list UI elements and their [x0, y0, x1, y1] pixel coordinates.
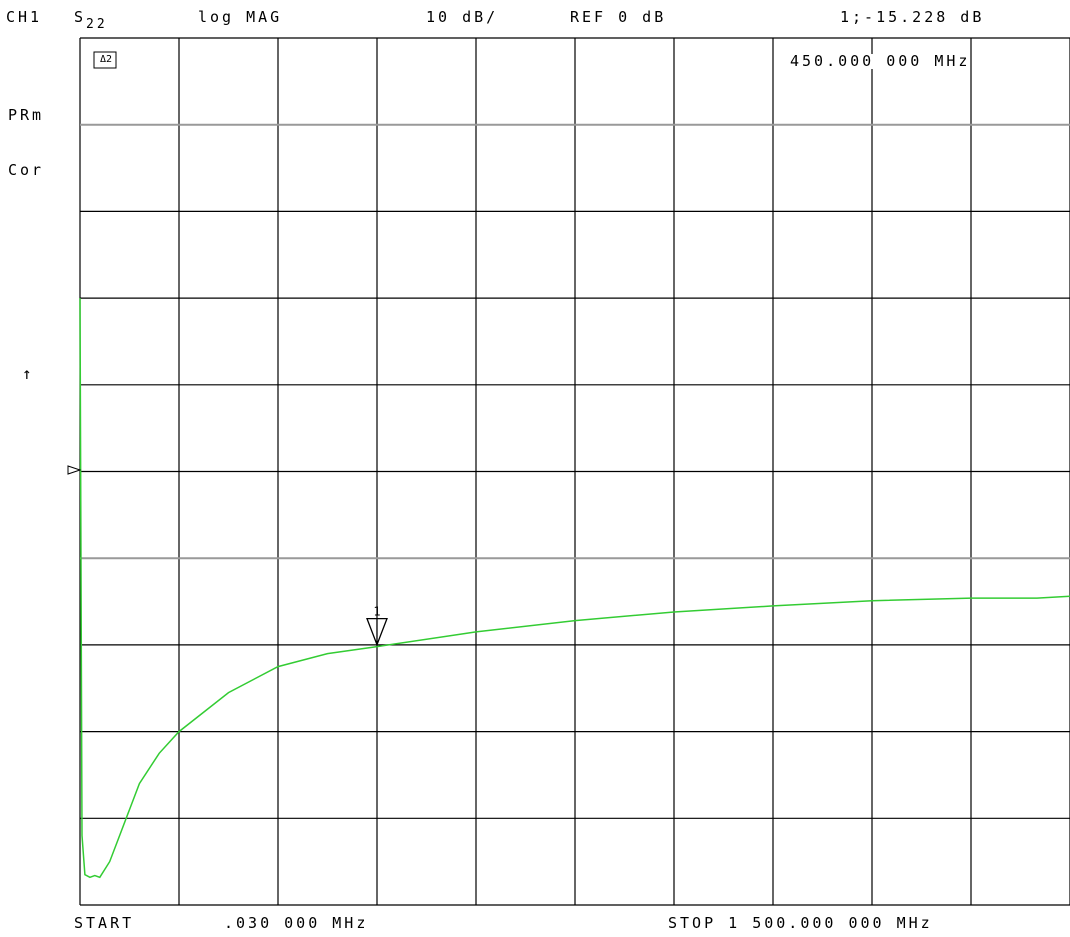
marker-readout: 1;-15.228 dB	[840, 8, 985, 26]
trace-line	[79, 298, 1070, 879]
chart-grid	[79, 37, 1070, 906]
format-label: log MAG	[198, 8, 283, 26]
start-label: START	[74, 914, 135, 932]
marker-label: 1	[373, 605, 380, 619]
scale-label: 10 dB/	[426, 8, 499, 26]
marker-frequency: 450.000 000 MHz	[790, 52, 971, 70]
annotation-prm: PRm	[8, 106, 45, 124]
status-box-icon	[93, 51, 117, 69]
start-value: .030 000 MHz	[224, 914, 369, 932]
parameter-label: S22	[74, 8, 108, 32]
reference-position-marker	[67, 465, 82, 475]
status-box-label: Δ2	[100, 54, 113, 65]
reference-label: REF 0 dB	[570, 8, 667, 26]
stop-label: STOP 1 500.000 000 MHz	[668, 914, 933, 932]
channel-label: CH1	[6, 8, 43, 26]
marker-triangle-icon	[366, 617, 388, 647]
marker-1[interactable]: 1	[366, 605, 388, 647]
annotation-cor: Cor	[8, 161, 45, 179]
up-arrow-icon: ↑	[22, 364, 35, 383]
